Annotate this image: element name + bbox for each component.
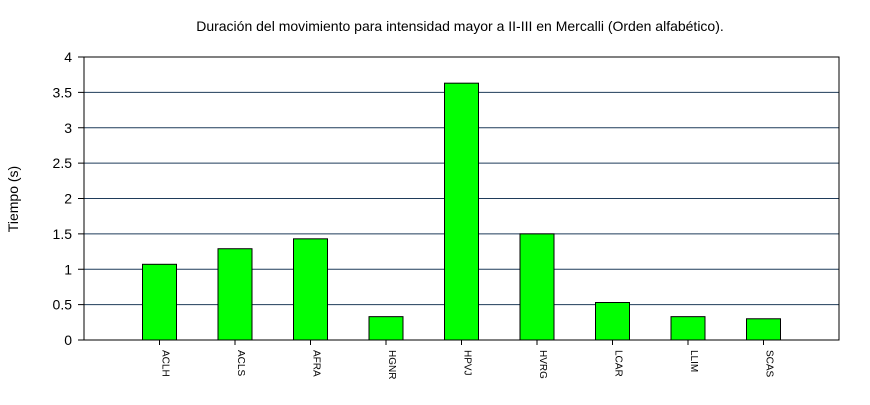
bars xyxy=(142,82,781,341)
bar-acls xyxy=(217,248,253,341)
y-axis-ticks: 0 0.5 1 1.5 2 2.5 3 3.5 4 xyxy=(53,49,84,348)
bar-lcar xyxy=(595,302,630,341)
x-tick-label: HPVJ xyxy=(462,350,473,376)
y-tick-label: 3 xyxy=(64,120,72,136)
y-tick-label: 1.5 xyxy=(53,226,73,242)
y-tick-label: 1 xyxy=(64,261,72,277)
bar-aclh xyxy=(142,263,177,341)
bar-llim xyxy=(670,316,706,341)
x-axis-ticks: ACLH ACLS AFRA HGNR HPVJ HVRG LCAR LLIM SCAS xyxy=(159,340,775,379)
y-tick-label: 2.5 xyxy=(53,155,73,171)
y-tick-label: 2 xyxy=(64,191,72,207)
chart-title: Duración del movimiento para intensidad … xyxy=(196,18,724,34)
bar-hgnr xyxy=(368,316,404,341)
x-tick-label: HVRG xyxy=(537,350,548,379)
x-tick-label: ACLS xyxy=(235,350,246,376)
y-axis-label: Tiempo (s) xyxy=(5,166,21,232)
bar-hvrg xyxy=(519,233,555,341)
y-tick-label: 0.5 xyxy=(53,297,73,313)
x-tick-label: SCAS xyxy=(764,350,775,378)
y-tick-label: 3.5 xyxy=(53,84,73,100)
bar-scas xyxy=(746,318,781,341)
x-tick-label: ACLH xyxy=(160,350,171,377)
x-tick-label: HGNR xyxy=(386,350,397,379)
x-tick-label: LCAR xyxy=(613,350,624,377)
x-tick-label: AFRA xyxy=(311,350,322,377)
bar-afra xyxy=(293,238,328,341)
y-tick-label: 0 xyxy=(64,332,72,348)
bar-hpvj xyxy=(444,82,479,341)
x-tick-label: LLIM xyxy=(688,350,699,372)
y-tick-label: 4 xyxy=(64,49,72,65)
